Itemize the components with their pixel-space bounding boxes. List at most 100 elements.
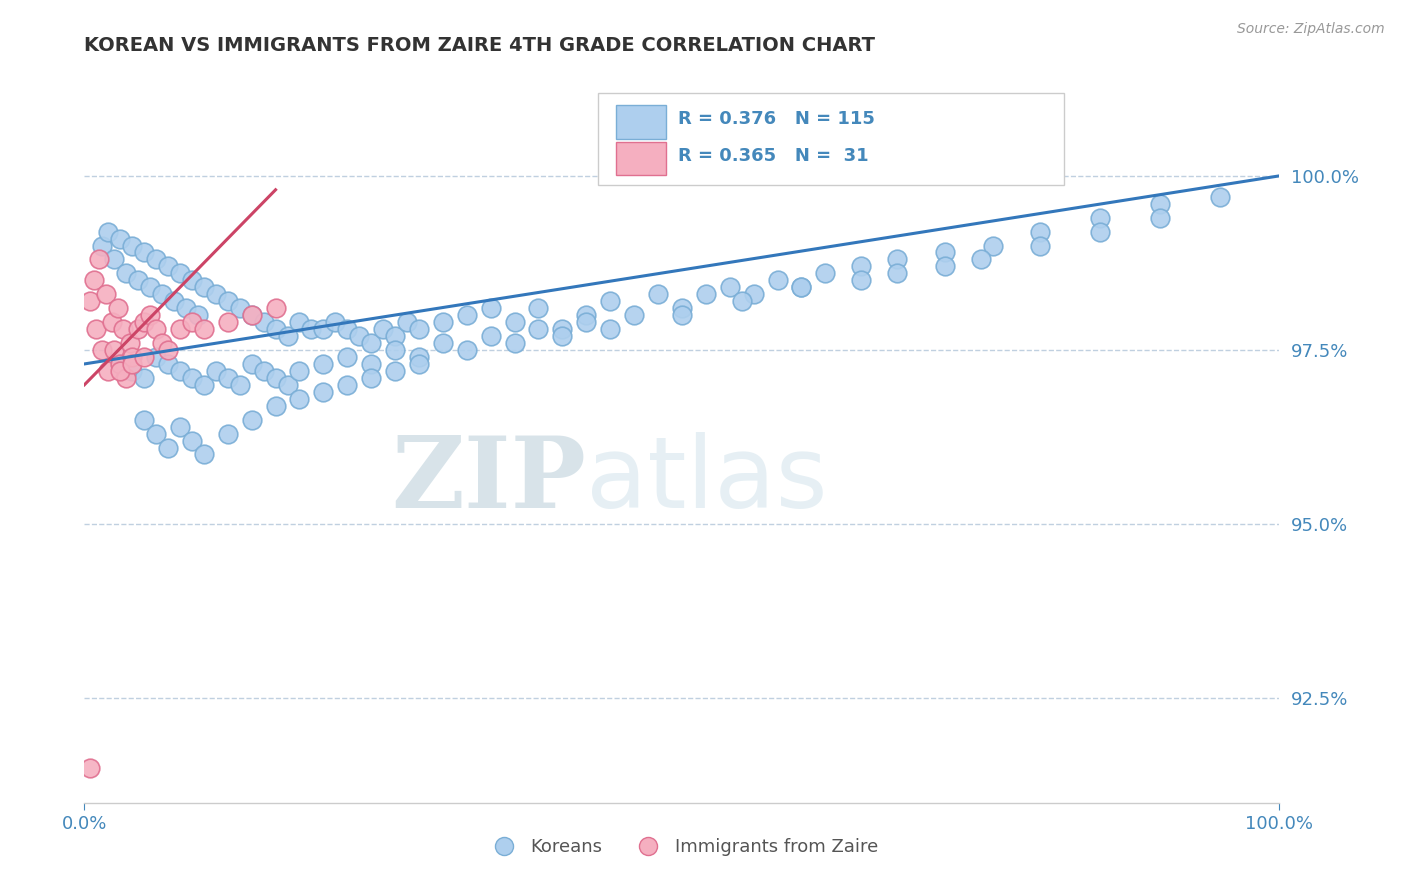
Point [174,301,197,316]
Point [790,280,813,294]
Point [240,308,263,322]
Point [187,308,209,322]
Point [349,329,371,343]
Point [132,245,156,260]
Point [229,377,252,392]
Point [169,419,191,434]
Point [157,260,180,274]
Point [229,301,252,316]
Point [384,364,406,378]
Point [671,301,693,316]
Point [217,371,239,385]
Point [169,266,191,280]
Text: atlas: atlas [586,433,828,530]
Point [551,322,574,336]
Point [145,350,167,364]
Point [718,280,741,294]
Point [240,308,263,322]
Point [396,315,419,329]
Point [86,322,108,336]
Point [288,392,311,406]
Point [886,252,908,267]
FancyBboxPatch shape [616,105,666,138]
Point [253,315,276,329]
Point [408,322,430,336]
Point [360,357,382,371]
Point [217,426,239,441]
Point [384,343,406,357]
Point [1090,211,1112,225]
Point [205,364,228,378]
Point [181,434,204,448]
Point [97,225,120,239]
Point [551,329,574,343]
Point [264,399,287,413]
Point [157,343,180,357]
Text: R = 0.376   N = 115: R = 0.376 N = 115 [678,110,875,128]
Point [325,315,347,329]
Point [575,308,598,322]
Point [111,322,134,336]
Point [169,364,191,378]
Text: Source: ZipAtlas.com: Source: ZipAtlas.com [1237,22,1385,37]
Point [527,322,550,336]
Point [503,315,526,329]
Point [83,273,105,287]
Point [851,273,873,287]
Point [851,260,873,274]
Point [94,287,117,301]
Point [277,329,299,343]
Point [91,238,114,252]
Point [107,301,129,316]
Point [301,322,323,336]
Point [240,412,263,426]
Point [264,322,287,336]
Point [91,343,114,357]
Point [181,273,204,287]
Point [121,357,143,371]
Point [970,252,993,267]
Point [886,266,908,280]
Point [1149,196,1171,211]
Point [360,371,382,385]
Point [110,357,132,371]
Point [456,343,478,357]
Point [1149,211,1171,225]
Point [408,357,430,371]
Point [217,315,239,329]
Point [456,308,478,322]
Point [193,377,215,392]
Point [934,260,956,274]
Point [766,273,789,287]
Point [790,280,813,294]
Point [384,329,406,343]
Point [181,371,204,385]
Point [360,336,382,351]
Point [127,322,149,336]
Point [1029,225,1052,239]
Point [479,301,502,316]
Point [145,252,167,267]
Point [145,426,167,441]
Point [312,322,335,336]
Point [312,357,335,371]
Point [87,252,110,267]
Point [121,350,143,364]
Point [336,322,359,336]
Point [599,294,621,309]
Point [79,294,101,309]
Point [132,371,156,385]
Point [139,280,162,294]
Point [217,294,239,309]
Point [1209,190,1232,204]
Point [115,371,138,385]
Point [110,357,132,371]
Point [527,301,550,316]
Point [288,315,311,329]
Point [264,301,287,316]
Point [432,315,454,329]
Point [132,315,156,329]
Point [599,322,621,336]
Point [934,245,956,260]
Point [139,308,162,322]
